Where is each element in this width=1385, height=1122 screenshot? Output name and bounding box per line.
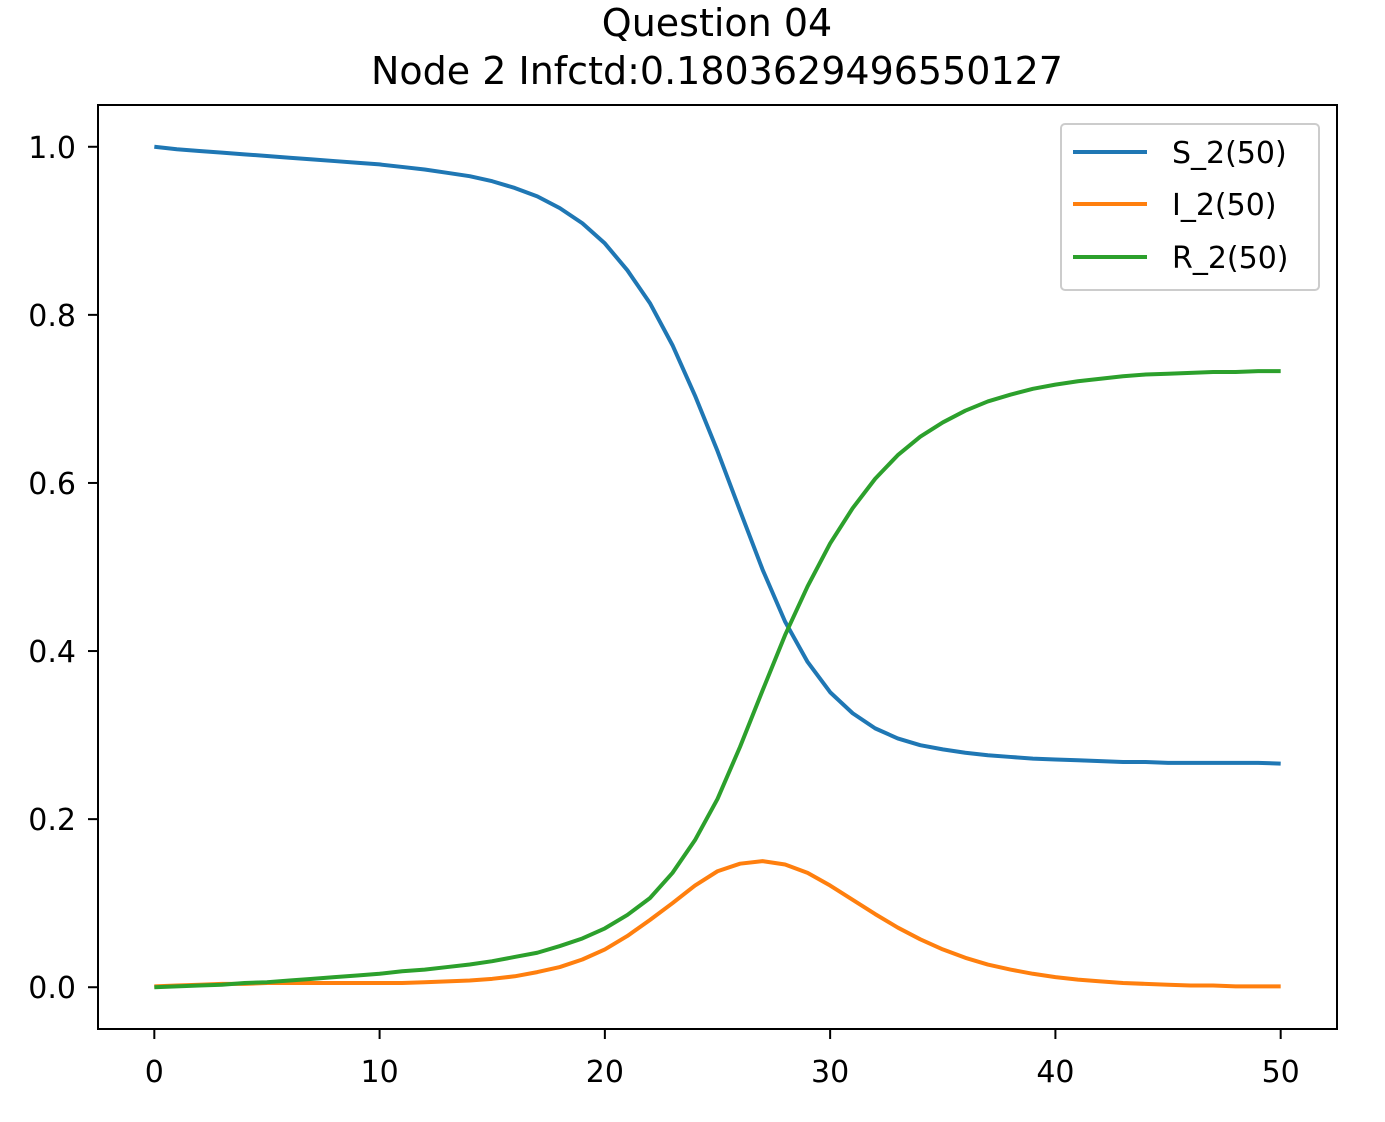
x-tick-label: 20 (586, 1055, 624, 1090)
x-tick-label: 30 (811, 1055, 849, 1090)
x-tick-label: 50 (1262, 1055, 1300, 1090)
chart-title: Question 04 (602, 1, 832, 45)
series-line-i (154, 859, 1281, 989)
series-layer (154, 144, 1281, 990)
legend-label-i: I_2(50) (1172, 188, 1277, 223)
x-axis: 0 10 20 30 40 50 (145, 1029, 1300, 1090)
series-line-r (154, 369, 1281, 990)
y-tick-label: 0.0 (28, 971, 76, 1006)
x-tick-label: 10 (360, 1055, 398, 1090)
legend-label-s: S_2(50) (1172, 136, 1287, 171)
plot-frame (97, 104, 1338, 1030)
y-tick-label: 0.6 (28, 467, 76, 502)
legend-box (1060, 123, 1320, 291)
legend: S_2(50) I_2(50) R_2(50) (1060, 123, 1320, 291)
y-axis: 0.0 0.2 0.4 0.6 0.8 1.0 (28, 131, 98, 1006)
y-tick-label: 0.8 (28, 299, 76, 334)
y-tick-label: 0.2 (28, 803, 76, 838)
x-tick-label: 40 (1036, 1055, 1074, 1090)
y-tick-label: 0.4 (28, 635, 76, 670)
y-tick-label: 1.0 (28, 131, 76, 166)
chart-subtitle: Node 2 Infctd:0.1803629496550127 (371, 49, 1063, 93)
legend-label-r: R_2(50) (1172, 241, 1289, 276)
series-line-s (154, 144, 1281, 766)
x-tick-label: 0 (145, 1055, 164, 1090)
